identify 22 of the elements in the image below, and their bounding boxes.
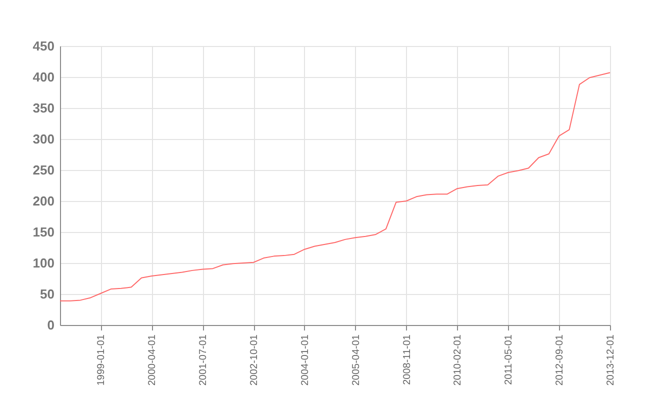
y-tick-label: 300 [32,132,54,146]
x-tick-label: 2010-02-01 [452,334,464,386]
y-tick-label: 450 [32,38,54,54]
x-tick-label: 2012-09-01 [554,334,566,386]
x-tick-label: 2002-10-01 [249,334,260,386]
x-tick-label: 2008-11-01 [402,334,413,385]
x-tick-label: 2005-04-01 [350,334,362,386]
x-tick-label: 2000-04-01 [147,334,158,386]
line-series [60,72,610,302]
y-tick-label: 200 [32,194,54,208]
x-tick-label: 2011-05-01 [504,334,515,385]
y-tick-label: 400 [32,70,54,84]
x-tick-label: 2001-07-01 [198,334,210,386]
y-tick-label: 50 [40,286,54,302]
y-tick-label: 350 [32,100,54,116]
y-tick-label: 150 [32,224,54,240]
y-tick-label: 250 [32,162,54,178]
y-tick-label: 100 [32,256,54,270]
y-tick-label: 0 [47,318,54,332]
x-tick-label: 2004-01-01 [300,334,311,386]
x-tick-label: 1999-01-01 [96,334,108,386]
x-tick-label: 2013-12-01 [606,334,616,386]
